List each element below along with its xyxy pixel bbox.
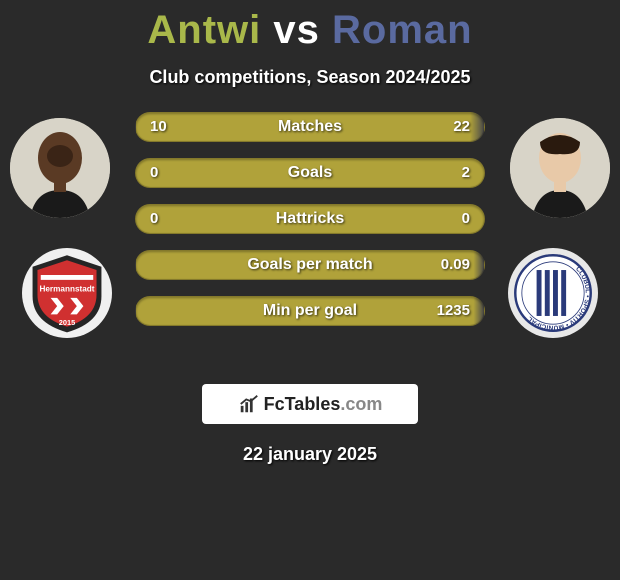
stat-row: Goals per match0.09	[135, 250, 485, 280]
player2-avatar	[510, 118, 610, 218]
brand-name-bold: FcTables	[264, 394, 341, 414]
date-label: 22 january 2025	[0, 444, 620, 465]
stat-value-right: 0	[462, 205, 470, 233]
stat-label: Hattricks	[136, 205, 484, 233]
player2-name: Roman	[332, 8, 473, 52]
player2-club-crest: CLUBUL • SPORTIV • MUNICIPAL	[508, 248, 598, 338]
brand-badge: FcTables.com	[202, 384, 418, 424]
club1-crest-icon: Hermannstadt 2015	[26, 252, 108, 334]
stat-label: Goals per match	[136, 251, 484, 279]
stats-list: 10Matches220Goals20Hattricks0Goals per m…	[135, 112, 485, 342]
player2-avatar-icon	[510, 118, 610, 218]
player1-club-crest: Hermannstadt 2015	[22, 248, 112, 338]
stat-row: 10Matches22	[135, 112, 485, 142]
stat-value-right: 1235	[437, 297, 470, 325]
subtitle: Club competitions, Season 2024/2025	[0, 67, 620, 88]
svg-text:Hermannstadt: Hermannstadt	[39, 284, 94, 293]
comparison-panel: Hermannstadt 2015 CLUBUL • SPORTIV • MUN…	[0, 118, 620, 378]
player1-avatar-icon	[10, 118, 110, 218]
stat-value-right: 0.09	[441, 251, 470, 279]
stat-label: Goals	[136, 159, 484, 187]
stat-label: Min per goal	[136, 297, 484, 325]
brand-text: FcTables.com	[264, 394, 383, 415]
vs-label: vs	[273, 8, 320, 52]
stat-row: 0Hattricks0	[135, 204, 485, 234]
club2-crest-icon: CLUBUL • SPORTIV • MUNICIPAL	[512, 252, 594, 334]
player1-avatar	[10, 118, 110, 218]
stat-row: Min per goal1235	[135, 296, 485, 326]
page-title: Antwi vs Roman	[0, 0, 620, 53]
stat-value-right: 2	[462, 159, 470, 187]
brand-name-rest: .com	[340, 394, 382, 414]
stat-label: Matches	[136, 113, 484, 141]
chart-icon	[238, 393, 260, 415]
stat-value-right: 22	[453, 113, 470, 141]
stat-row: 0Goals2	[135, 158, 485, 188]
svg-text:2015: 2015	[59, 318, 75, 327]
player1-name: Antwi	[147, 8, 261, 52]
